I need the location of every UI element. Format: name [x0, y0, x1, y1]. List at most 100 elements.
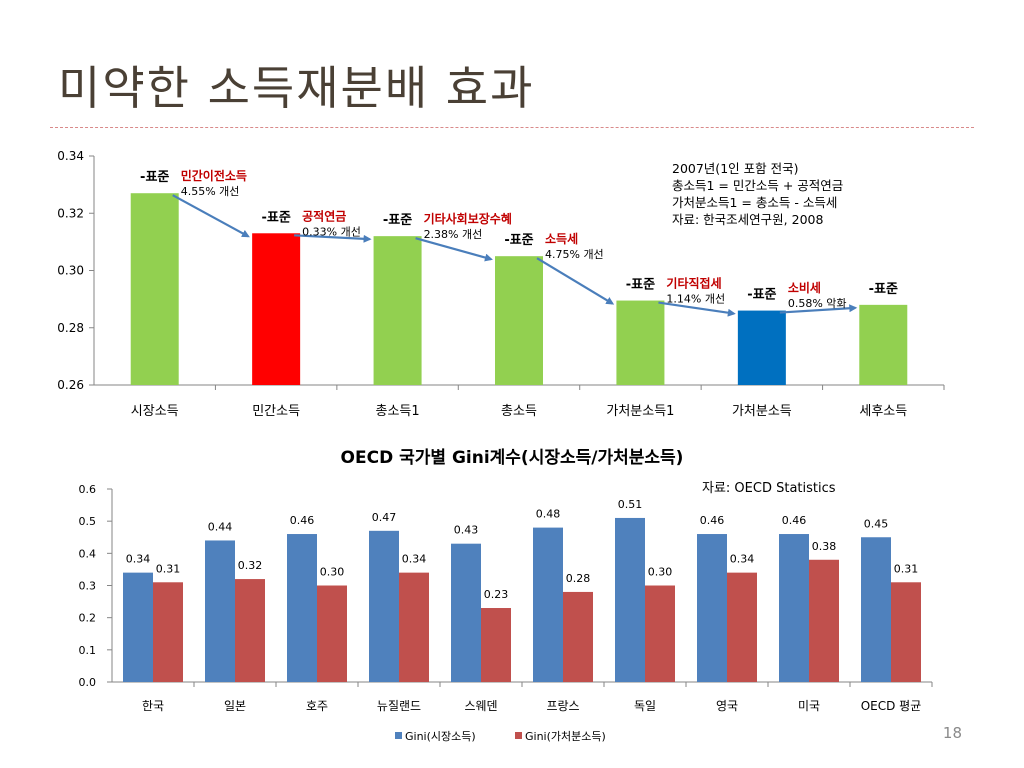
annotation-title: 소비세 [788, 280, 821, 295]
page-number: 18 [942, 724, 962, 742]
transition-arrow [779, 304, 858, 314]
x-tick-label: OECD 평균 [861, 699, 922, 713]
annotation-detail: 4.55% 개선 [181, 185, 240, 198]
chart2-title: OECD 국가별 Gini계수(시장소득/가처분소득) [340, 448, 684, 468]
bar-disposable-income [481, 608, 511, 682]
bar-disposable-income [235, 579, 265, 682]
x-tick-label: 일본 [224, 699, 246, 713]
y-tick-label: 0.3 [79, 580, 97, 593]
transition-arrow [536, 257, 615, 305]
data-label: 0.38 [812, 540, 837, 553]
transition-arrow [294, 234, 372, 243]
bar-market-income [533, 527, 563, 682]
bar-disposable-income [809, 559, 839, 682]
annotation-title: 민간이전소득 [181, 168, 247, 183]
y-tick-label: 0.4 [79, 547, 97, 560]
legend-swatch [515, 732, 522, 739]
bar-disposable-income [317, 585, 347, 682]
y-tick-label: 0.30 [57, 264, 84, 278]
bar-label: -표준 [261, 210, 290, 225]
x-tick-label: 시장소득 [131, 404, 179, 419]
bar-market-income [779, 534, 809, 682]
data-label: 0.30 [320, 566, 345, 579]
bar-label: -표준 [504, 233, 533, 248]
data-label: 0.43 [454, 524, 479, 537]
data-label: 0.46 [782, 514, 807, 527]
x-tick-label: 미국 [798, 699, 820, 713]
data-label: 0.31 [894, 562, 919, 575]
bar [737, 310, 786, 385]
data-label: 0.48 [536, 508, 561, 521]
note-line: 가처분소득1 = 총소득 - 소득세 [672, 195, 838, 210]
y-tick-label: 0.5 [79, 515, 97, 528]
y-tick-label: 0.32 [57, 206, 84, 220]
y-tick-label: 0.34 [57, 149, 84, 163]
y-tick-label: 0.26 [57, 378, 84, 392]
data-label: 0.34 [126, 553, 151, 566]
bar [130, 193, 179, 385]
x-tick-label: 영국 [716, 699, 738, 713]
data-label: 0.44 [208, 520, 233, 533]
x-tick-label: 호주 [306, 699, 328, 713]
annotation-title: 소득세 [545, 231, 578, 246]
legend-swatch [395, 732, 402, 739]
slide-title: 미약한 소득재분배 효과 [58, 61, 535, 115]
y-tick-label: 0.6 [79, 483, 97, 496]
data-label: 0.46 [290, 514, 315, 527]
bar [859, 304, 908, 385]
title-divider [50, 127, 974, 128]
bar [616, 300, 665, 385]
bar [373, 236, 422, 385]
data-label: 0.51 [618, 498, 643, 511]
legend-label: Gini(가처분소득) [525, 730, 606, 743]
chart1-note: 2007년(1인 포함 전국) 총소득1 = 민간소득 + 공적연금 가처분소득… [672, 160, 843, 228]
x-tick-label: 프랑스 [546, 699, 579, 713]
annotation-detail: 2.38% 개선 [424, 228, 483, 241]
annotation-detail: 1.14% 개선 [666, 293, 725, 306]
bar-market-income [697, 534, 727, 682]
bar-market-income [287, 534, 317, 682]
bar [252, 233, 301, 385]
bar-market-income [369, 530, 399, 682]
data-label: 0.46 [700, 514, 725, 527]
transition-arrow [658, 301, 736, 317]
annotation-detail: 4.75% 개선 [545, 248, 604, 261]
bar-label: -표준 [383, 213, 412, 228]
x-tick-label: 민간소득 [252, 404, 300, 419]
x-tick-label: 독일 [634, 699, 656, 713]
y-tick-label: 0.1 [79, 644, 97, 657]
bar-disposable-income [153, 582, 183, 682]
data-label: 0.34 [730, 553, 755, 566]
note-line: 총소득1 = 민간소득 + 공적연금 [672, 178, 844, 193]
annotation-detail: 0.58% 악화 [788, 297, 847, 310]
transition-arrow [172, 194, 250, 238]
annotation-title: 공적연금 [302, 208, 346, 223]
x-tick-label: 가처분소득 [732, 404, 792, 419]
bar-market-income [205, 540, 235, 682]
note-line: 자료: 한국조세연구원, 2008 [672, 212, 824, 227]
data-label: 0.28 [566, 572, 591, 585]
y-tick-label: 0.28 [57, 321, 84, 335]
bar-disposable-income [399, 572, 429, 682]
x-tick-label: 세후소득 [859, 404, 907, 419]
bar-disposable-income [727, 572, 757, 682]
x-tick-label: 총소득 [501, 404, 537, 419]
bar-disposable-income [891, 582, 921, 682]
annotation-title: 기타사회보장수혜 [424, 211, 512, 226]
bar-label: -표준 [140, 170, 169, 185]
y-tick-label: 0.0 [79, 676, 97, 689]
data-label: 0.31 [156, 562, 181, 575]
bar-label: -표준 [869, 282, 898, 297]
x-tick-label: 한국 [142, 699, 164, 713]
data-label: 0.23 [484, 588, 509, 601]
x-tick-label: 뉴질랜드 [377, 699, 421, 713]
transition-arrow [415, 237, 493, 262]
data-label: 0.45 [864, 517, 889, 530]
note-line: 2007년(1인 포함 전국) [672, 161, 799, 176]
data-label: 0.47 [372, 511, 397, 524]
bar [495, 256, 543, 385]
x-tick-label: 스웨덴 [464, 699, 497, 713]
data-label: 0.30 [648, 566, 673, 579]
